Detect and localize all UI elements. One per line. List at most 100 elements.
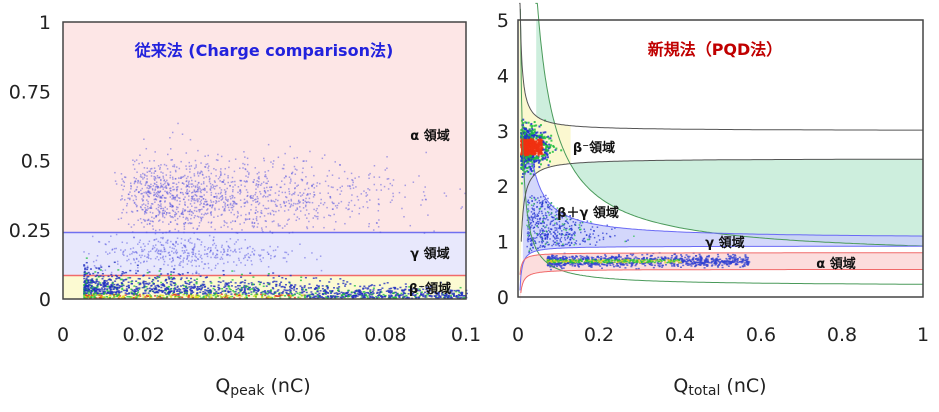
scatter-point bbox=[154, 229, 157, 232]
scatter-point bbox=[462, 295, 465, 297]
scatter-point bbox=[316, 284, 319, 287]
scatter-point bbox=[224, 204, 226, 206]
scatter-point bbox=[521, 166, 524, 169]
scatter-point bbox=[130, 187, 132, 190]
scatter-point bbox=[526, 148, 529, 151]
scatter-point bbox=[175, 249, 178, 251]
scatter-point bbox=[571, 237, 574, 240]
scatter-point bbox=[342, 296, 345, 298]
scatter-point bbox=[200, 162, 202, 164]
scatter-point bbox=[88, 295, 91, 298]
scatter-point bbox=[520, 146, 523, 149]
scatter-point bbox=[267, 207, 270, 209]
scatter-point bbox=[162, 284, 165, 286]
scatter-point bbox=[120, 184, 123, 186]
scatter-point bbox=[284, 251, 286, 254]
scatter-point bbox=[114, 171, 116, 174]
scatter-point bbox=[263, 215, 266, 217]
scatter-point bbox=[246, 201, 249, 204]
scatter-point bbox=[198, 216, 200, 218]
scatter-point bbox=[217, 192, 220, 195]
scatter-point bbox=[182, 252, 185, 254]
scatter-point bbox=[193, 279, 196, 281]
scatter-point bbox=[137, 289, 140, 292]
scatter-point bbox=[100, 292, 103, 295]
scatter-point bbox=[606, 224, 608, 227]
scatter-point bbox=[146, 260, 148, 263]
scatter-point bbox=[99, 293, 102, 295]
scatter-point bbox=[377, 203, 380, 205]
scatter-point bbox=[83, 251, 85, 253]
scatter-point bbox=[525, 156, 528, 159]
scatter-point bbox=[300, 288, 303, 291]
scatter-point bbox=[358, 176, 360, 178]
scatter-point bbox=[198, 198, 200, 200]
scatter-point bbox=[409, 224, 412, 227]
scatter-point bbox=[589, 243, 591, 245]
scatter-point bbox=[558, 245, 561, 247]
scatter-point bbox=[127, 277, 130, 279]
scatter-point bbox=[131, 252, 133, 255]
scatter-point bbox=[372, 292, 375, 294]
scatter-point bbox=[540, 145, 543, 148]
scatter-point bbox=[187, 239, 190, 241]
scatter-point bbox=[294, 182, 296, 184]
scatter-point bbox=[543, 234, 546, 237]
scatter-point bbox=[153, 191, 155, 194]
scatter-point bbox=[151, 216, 153, 218]
scatter-point bbox=[349, 187, 352, 190]
scatter-point bbox=[265, 226, 267, 228]
scatter-point bbox=[227, 176, 229, 179]
scatter-point bbox=[330, 186, 333, 188]
scatter-point bbox=[588, 235, 591, 237]
scatter-point bbox=[528, 137, 531, 140]
scatter-point bbox=[320, 198, 322, 201]
scatter-point bbox=[526, 219, 529, 222]
scatter-point bbox=[234, 158, 237, 160]
scatter-point bbox=[235, 231, 238, 234]
scatter-point bbox=[257, 290, 260, 292]
scatter-point bbox=[313, 208, 315, 211]
scatter-point bbox=[280, 186, 282, 189]
scatter-point bbox=[533, 208, 535, 210]
scatter-point bbox=[333, 228, 336, 231]
scatter-point bbox=[274, 192, 277, 194]
scatter-point bbox=[150, 205, 152, 207]
scatter-point bbox=[569, 218, 572, 221]
scatter-point bbox=[527, 134, 530, 137]
scatter-point bbox=[365, 192, 367, 194]
scatter-point bbox=[89, 297, 92, 299]
scatter-point bbox=[416, 288, 419, 290]
scatter-point bbox=[309, 297, 312, 299]
scatter-point bbox=[160, 178, 162, 181]
scatter-point bbox=[183, 245, 186, 248]
scatter-point bbox=[347, 289, 350, 292]
scatter-point bbox=[526, 245, 528, 248]
scatter-point bbox=[566, 231, 569, 234]
scatter-point bbox=[544, 152, 547, 155]
scatter-point bbox=[295, 287, 298, 290]
scatter-point bbox=[153, 287, 156, 290]
scatter-point bbox=[110, 292, 113, 294]
scatter-point bbox=[535, 124, 538, 127]
scatter-point bbox=[530, 244, 532, 246]
scatter-point bbox=[221, 197, 224, 199]
scatter-point bbox=[164, 250, 167, 253]
scatter-point bbox=[158, 177, 161, 179]
scatter-point bbox=[542, 195, 545, 198]
scatter-point bbox=[293, 165, 296, 168]
scatter-point bbox=[95, 294, 98, 296]
scatter-point bbox=[170, 159, 172, 161]
scatter-point bbox=[570, 236, 573, 238]
scatter-point bbox=[133, 176, 136, 179]
scatter-point bbox=[210, 194, 213, 196]
scatter-point bbox=[280, 180, 283, 182]
scatter-point bbox=[266, 186, 268, 189]
scatter-point bbox=[223, 173, 226, 176]
scatter-point bbox=[261, 295, 264, 297]
scatter-point bbox=[107, 278, 110, 281]
scatter-point bbox=[281, 167, 284, 170]
scatter-point bbox=[240, 276, 243, 278]
scatter-point bbox=[111, 275, 114, 278]
scatter-point bbox=[397, 294, 400, 297]
